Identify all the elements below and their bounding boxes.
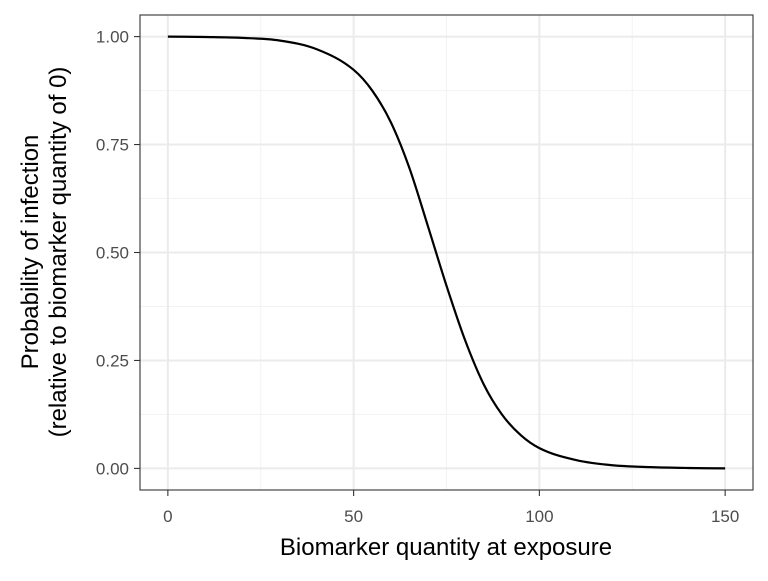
- y-axis-title-line-2: (relative to biomarker quantity of 0): [45, 67, 72, 438]
- y-tick-label: 0.25: [96, 351, 129, 370]
- x-axis: 0 50 100 150: [163, 490, 739, 526]
- y-tick-label: 1.00: [96, 28, 129, 47]
- x-tick-label: 100: [525, 507, 553, 526]
- x-tick-label: 150: [711, 507, 739, 526]
- series-line: [167, 35, 726, 470]
- y-axis: 0.00 0.25 0.50 0.75 1.00: [96, 28, 140, 478]
- x-tick-label: 50: [344, 507, 363, 526]
- grid-major: [140, 15, 753, 490]
- x-axis-title: Biomarker quantity at exposure: [280, 534, 612, 561]
- y-axis-title: Probability of infection (relative to bi…: [17, 67, 72, 438]
- y-axis-title-line-1: Probability of infection: [17, 135, 44, 370]
- series-layer: [167, 35, 726, 470]
- y-tick-label: 0.00: [96, 459, 129, 478]
- y-tick-label: 0.75: [96, 136, 129, 155]
- x-tick-label: 0: [163, 507, 172, 526]
- y-tick-label: 0.50: [96, 244, 129, 263]
